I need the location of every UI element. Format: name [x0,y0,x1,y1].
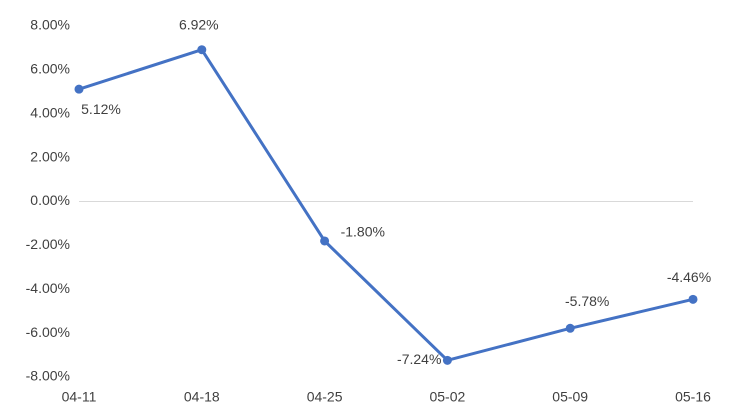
data-point [320,236,330,246]
data-point [197,45,207,55]
y-tick-label: 6.00% [30,61,70,77]
y-tick-label: 4.00% [30,104,70,120]
x-tick-label: 05-02 [429,389,465,405]
y-tick-label: -8.00% [26,368,70,384]
data-label: 5.12% [81,101,121,117]
x-tick-label: 04-18 [184,389,220,405]
data-label: -7.24% [397,351,441,367]
data-label: -5.78% [565,293,609,309]
y-tick-label: 0.00% [30,192,70,208]
x-tick-label: 04-25 [307,389,343,405]
data-label: -4.46% [667,269,711,285]
data-label: 6.92% [179,16,219,32]
x-tick-label: 05-09 [552,389,588,405]
data-point [74,84,84,94]
data-point [565,323,575,333]
x-tick-label: 04-11 [62,389,97,405]
y-tick-label: -2.00% [26,236,70,252]
y-tick-label: 8.00% [30,17,70,33]
series-line [78,48,694,362]
y-tick-label: 2.00% [30,148,70,164]
data-point [442,355,452,365]
x-tick-label: 05-16 [675,389,711,405]
data-point [688,294,698,304]
data-label: -1.80% [341,224,385,240]
y-tick-label: -6.00% [26,324,70,340]
y-tick-label: -4.00% [26,280,70,296]
